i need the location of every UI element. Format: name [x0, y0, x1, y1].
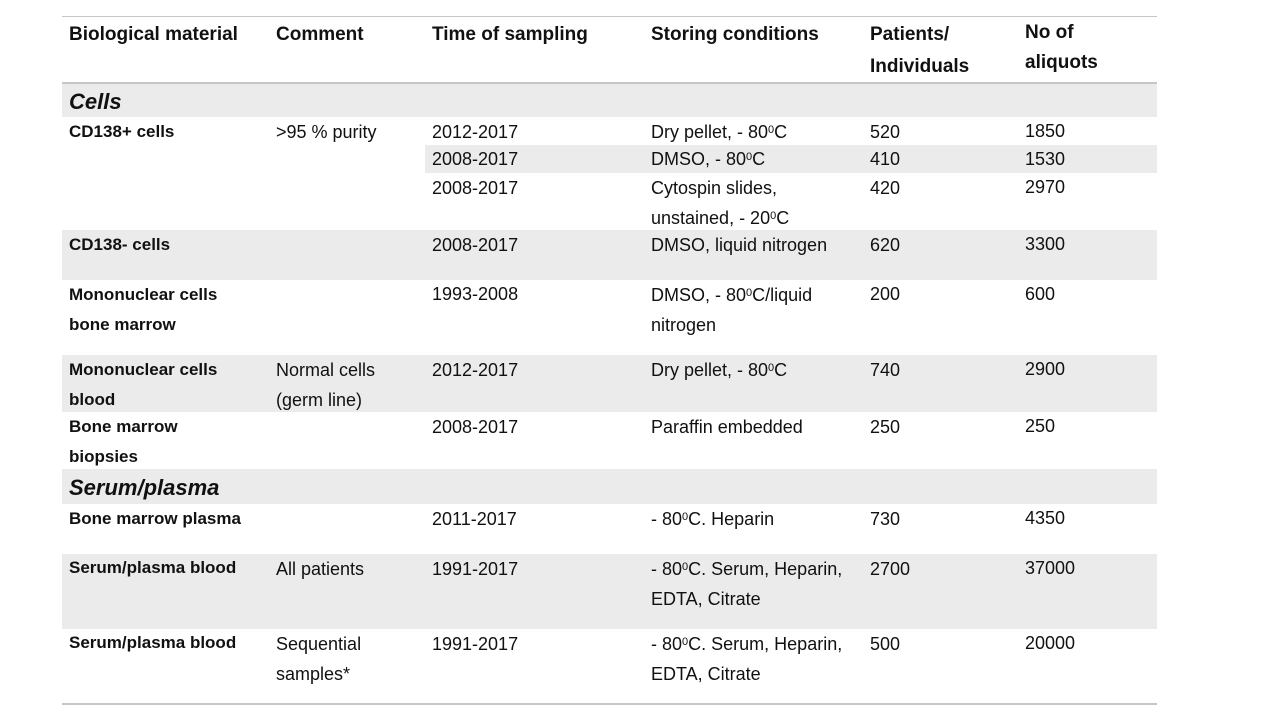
- top-rule: [62, 16, 1157, 17]
- cd138pos-time-1: 2012-2017: [432, 122, 519, 142]
- cd138pos-time-2: 2008-2017: [432, 149, 519, 169]
- bm-biopsies-time: 2008-2017: [432, 417, 519, 437]
- bm-plasma-material: Bone marrow plasma: [69, 509, 241, 528]
- mono-blood-patients: 740: [870, 360, 901, 380]
- serum-all-storing: - 800C. Serum, Heparin, EDTA, Citrate: [651, 559, 843, 609]
- cd138pos-aliquots-1: 1850: [1025, 121, 1066, 141]
- mono-bm-aliquots: 600: [1025, 284, 1056, 304]
- serum-all-band: [62, 554, 1157, 629]
- serum-seq-aliquots: 20000: [1025, 633, 1076, 653]
- serum-all-comment: All patients: [276, 559, 365, 579]
- header-comment: Comment: [276, 24, 364, 45]
- cd138neg-band: [62, 230, 1157, 280]
- section-title-cells: Cells: [69, 89, 122, 114]
- header-storing-conditions: Storing conditions: [651, 24, 819, 45]
- cd138pos-storing-1: Dry pellet, - 800C: [651, 122, 788, 142]
- cd138pos-patients-1: 520: [870, 122, 901, 142]
- bm-plasma-patients: 730: [870, 509, 901, 529]
- mono-blood-storing: Dry pellet, - 800C: [651, 360, 788, 380]
- cd138pos-patients-2: 410: [870, 149, 901, 169]
- serum-seq-time: 1991-2017: [432, 634, 519, 654]
- header-patients-line2: Individuals: [870, 56, 970, 77]
- serum-seq-comment: Sequential samples*: [276, 634, 362, 684]
- header-patients: Patients/ Individuals: [870, 20, 969, 82]
- header-biological-material: Biological material: [69, 24, 238, 45]
- section-title-serum-plasma: Serum/plasma: [69, 475, 220, 500]
- header-patients-line1: Patients/: [870, 24, 950, 45]
- cd138neg-patients: 620: [870, 235, 901, 255]
- mono-bm-patients: 200: [870, 284, 901, 304]
- cd138pos-time-3: 2008-2017: [432, 178, 519, 198]
- cd138pos-storing-3: Cytospin slides, unstained, - 200C: [651, 178, 790, 228]
- serum-all-time: 1991-2017: [432, 559, 519, 579]
- serum-seq-material: Serum/plasma blood: [69, 633, 237, 652]
- mono-blood-aliquots: 2900: [1025, 359, 1066, 379]
- header-aliquots-line1: No of: [1025, 22, 1074, 43]
- cd138pos-comment: >95 % purity: [276, 122, 377, 142]
- serum-seq-patients: 500: [870, 634, 901, 654]
- header-time-of-sampling: Time of sampling: [432, 24, 588, 45]
- mono-bm-material: Mononuclear cells bone marrow: [69, 285, 218, 334]
- header-aliquots-line2: aliquots: [1025, 52, 1098, 73]
- serum-all-patients: 2700: [870, 559, 911, 579]
- bm-biopsies-aliquots: 250: [1025, 416, 1056, 436]
- mono-blood-time: 2012-2017: [432, 360, 519, 380]
- sample-table: Biological material Comment Time of samp…: [62, 16, 1157, 705]
- cd138pos-material: CD138+ cells: [69, 122, 175, 141]
- header-rule: [62, 82, 1157, 84]
- bm-plasma-storing: - 800C. Heparin: [651, 509, 775, 529]
- bottom-rule: [62, 703, 1157, 705]
- bm-plasma-time: 2011-2017: [432, 509, 517, 529]
- cd138pos-aliquots-3: 2970: [1025, 177, 1066, 197]
- cd138pos-aliquots-2: 1530: [1025, 149, 1066, 169]
- header-aliquots: No of aliquots: [1025, 18, 1098, 78]
- bm-biopsies-storing: Paraffin embedded: [651, 417, 803, 437]
- mono-blood-material: Mononuclear cells blood: [69, 360, 218, 409]
- mono-blood-comment: Normal cells (germ line): [276, 360, 376, 410]
- serum-all-aliquots: 37000: [1025, 558, 1076, 578]
- serum-section-band: [62, 469, 1157, 504]
- cd138pos-patients-3: 420: [870, 178, 901, 198]
- serum-all-material: Serum/plasma blood: [69, 558, 237, 577]
- cd138neg-aliquots: 3300: [1025, 234, 1066, 254]
- cd138neg-storing: DMSO, liquid nitrogen: [651, 235, 828, 255]
- bm-plasma-aliquots: 4350: [1025, 508, 1066, 528]
- cd138neg-material: CD138- cells: [69, 235, 171, 254]
- bm-biopsies-patients: 250: [870, 417, 901, 437]
- cells-section-band: [62, 84, 1157, 117]
- bm-biopsies-material: Bone marrow biopsies: [69, 417, 178, 466]
- mono-blood-band: [62, 355, 1157, 412]
- cd138pos-dmso-band: [425, 145, 1157, 173]
- mono-bm-time: 1993-2008: [432, 284, 519, 304]
- serum-seq-storing: - 800C. Serum, Heparin, EDTA, Citrate: [651, 634, 843, 684]
- cd138neg-time: 2008-2017: [432, 235, 519, 255]
- cd138pos-storing-2: DMSO, - 800C: [651, 149, 766, 169]
- mono-bm-storing: DMSO, - 800C/liquid nitrogen: [651, 285, 813, 335]
